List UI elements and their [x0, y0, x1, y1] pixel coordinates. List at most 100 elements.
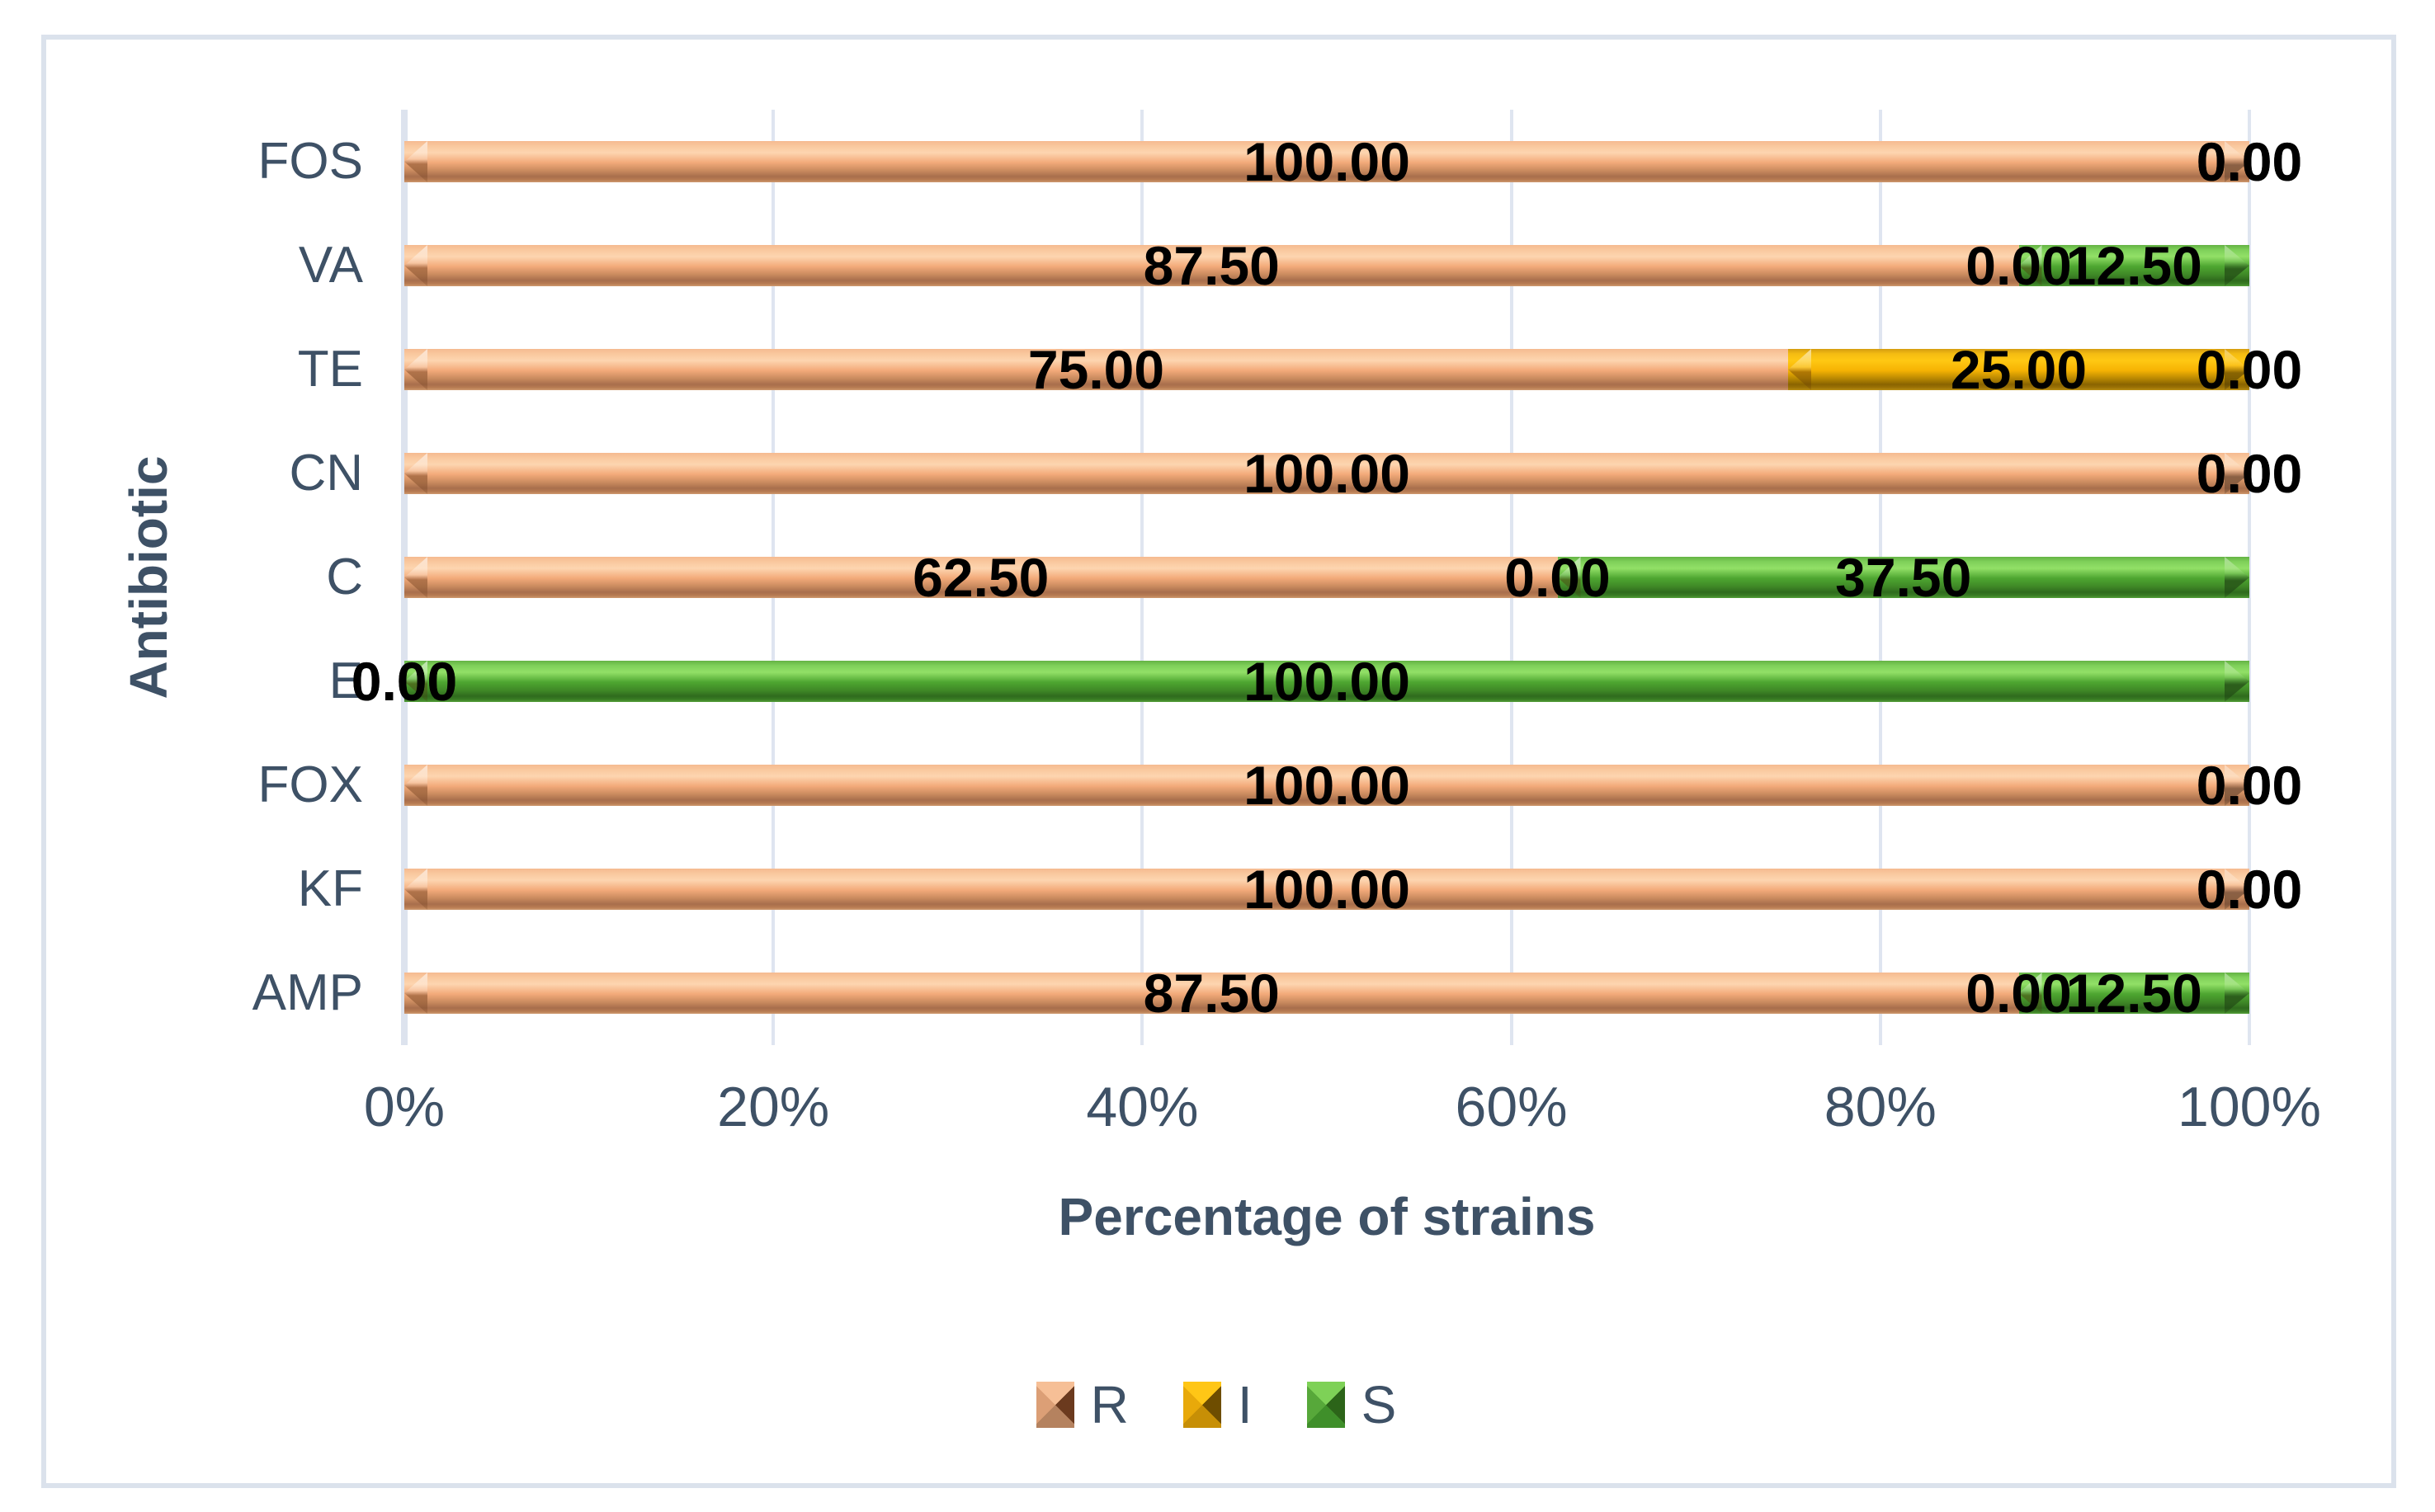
data-label-S: 0.00	[2196, 755, 2303, 816]
data-label-R: 87.50	[1143, 963, 1280, 1024]
data-label-I: 0.00	[1504, 547, 1611, 608]
data-label-I: 0.00	[2196, 859, 2303, 920]
legend-item-R: R	[1036, 1374, 1129, 1435]
x-axis-title: Percentage of strains	[1058, 1187, 1596, 1246]
segment-left-bevel	[1788, 349, 1811, 390]
legend-item-S: S	[1306, 1374, 1397, 1435]
segment-left-bevel	[404, 973, 427, 1014]
x-tick-label: 20%	[717, 1076, 830, 1138]
category-label: E	[328, 652, 363, 709]
x-axis-tick-labels: 0% 20% 40% 60% 80% 100%	[364, 1066, 2321, 1148]
stacked-bar	[404, 453, 2249, 494]
category-label: C	[326, 549, 363, 605]
legend-label: I	[1237, 1375, 1253, 1434]
data-label-S: 0.00	[2196, 131, 2303, 192]
bar-segment-R	[404, 557, 1558, 598]
bar-segment-R	[404, 141, 2249, 182]
bar-segment-S	[2018, 245, 2249, 286]
data-label-S: 0.00	[2196, 339, 2303, 400]
bar-row: 100.00 0.00 0.00	[404, 837, 2302, 941]
data-label-R: 0.00	[351, 651, 458, 712]
legend-swatch-S	[1306, 1382, 1345, 1428]
data-label-S: 12.50	[2065, 963, 2202, 1024]
data-label-I: 25.00	[1950, 339, 2088, 400]
data-label-I: 0.00	[2196, 131, 2303, 192]
legend-item-I: I	[1182, 1374, 1253, 1435]
bar-row: 87.50 0.00 12.50	[404, 214, 2249, 318]
data-label-S: 0.00	[2196, 859, 2303, 920]
stacked-bar	[404, 245, 2249, 286]
category-label: FOX	[257, 756, 363, 813]
data-label-R: 75.00	[1027, 339, 1165, 400]
stacked-bar	[404, 141, 2249, 182]
category-label: AMP	[252, 964, 363, 1021]
segment-left-bevel	[404, 869, 427, 910]
data-label-S: 12.50	[2065, 235, 2202, 296]
data-label-I: 0.00	[2196, 443, 2303, 504]
data-label-I: 0.00	[1965, 235, 2072, 296]
legend-label: S	[1361, 1375, 1397, 1434]
stacked-bar	[404, 765, 2249, 806]
legend-swatch-I	[1182, 1382, 1221, 1428]
data-label-I: 0.00	[1965, 963, 2072, 1024]
data-label-R: 87.50	[1143, 235, 1280, 296]
bar-segment-S	[2018, 973, 2249, 1014]
data-label-R: 100.00	[1243, 755, 1410, 816]
data-label-R: 100.00	[1243, 131, 1410, 192]
bar-segment-R	[404, 349, 1788, 390]
bar-row: 100.00 0.00 0.00	[404, 733, 2302, 837]
bar-segment-S	[404, 661, 2249, 702]
segment-right-bevel	[2225, 661, 2249, 702]
segment-left-bevel	[404, 453, 427, 494]
stacked-bar	[404, 349, 2249, 390]
bar-row: 100.00 0.00 0.00	[404, 110, 2302, 214]
category-label: TE	[297, 341, 363, 398]
category-label: VA	[298, 237, 363, 294]
data-label-S: 100.00	[1243, 651, 1410, 712]
legend-swatch-R	[1036, 1382, 1074, 1428]
x-tick-label: 80%	[1824, 1076, 1937, 1138]
segment-left-bevel	[404, 349, 427, 390]
bar-segment-R	[404, 869, 2249, 910]
data-label-I: 0.00	[2196, 755, 2303, 816]
x-tick-label: 60%	[1455, 1076, 1568, 1138]
category-label: FOS	[257, 133, 363, 190]
segment-right-bevel	[2225, 973, 2249, 1014]
segment-left-bevel	[404, 141, 427, 182]
x-tick-label: 0%	[363, 1076, 446, 1138]
data-label-R: 100.00	[1243, 859, 1410, 920]
bar-row: 0.00 0.00 100.00	[352, 629, 2249, 733]
bar-segment-R	[404, 453, 2249, 494]
category-label: KF	[297, 860, 363, 917]
data-label-S: 37.50	[1835, 547, 1972, 608]
x-tick-label: 40%	[1086, 1076, 1199, 1138]
stacked-bar	[404, 557, 2249, 598]
data-label-I: 0.00	[351, 651, 458, 712]
bar-segment-S	[1557, 557, 2249, 598]
segment-left-bevel	[404, 245, 427, 286]
gridline	[2248, 110, 2251, 1045]
y-axis-category-labels: FOS VA TE CN C E FOX KF AMP	[50, 110, 363, 1045]
bar-segment-R	[404, 245, 2019, 286]
x-tick-label: 100%	[2178, 1076, 2321, 1138]
plot-area: 100.00 0.00 0.00 87.50 0.00 12.50 75.00 25.00 0.…	[352, 110, 2302, 1045]
bar-row: 62.50 0.00 37.50	[404, 525, 2249, 629]
bar-row: 87.50 0.00 12.50	[404, 941, 2249, 1045]
category-label: CN	[289, 445, 363, 502]
stacked-bar	[404, 661, 2249, 702]
bar-segment-R	[404, 765, 2249, 806]
stacked-bar	[404, 869, 2249, 910]
bar-segment-I	[1788, 349, 2249, 390]
segment-left-bevel	[404, 765, 427, 806]
segment-left-bevel	[404, 557, 427, 598]
bar-segment-R	[404, 973, 2019, 1014]
bar-row: 75.00 25.00 0.00	[404, 318, 2302, 422]
data-label-S: 0.00	[2196, 443, 2303, 504]
bar-row: 100.00 0.00 0.00	[404, 422, 2302, 525]
legend-label: R	[1090, 1375, 1129, 1434]
segment-right-bevel	[2225, 557, 2249, 598]
data-label-R: 62.50	[913, 547, 1050, 608]
segment-right-bevel	[2225, 245, 2249, 286]
